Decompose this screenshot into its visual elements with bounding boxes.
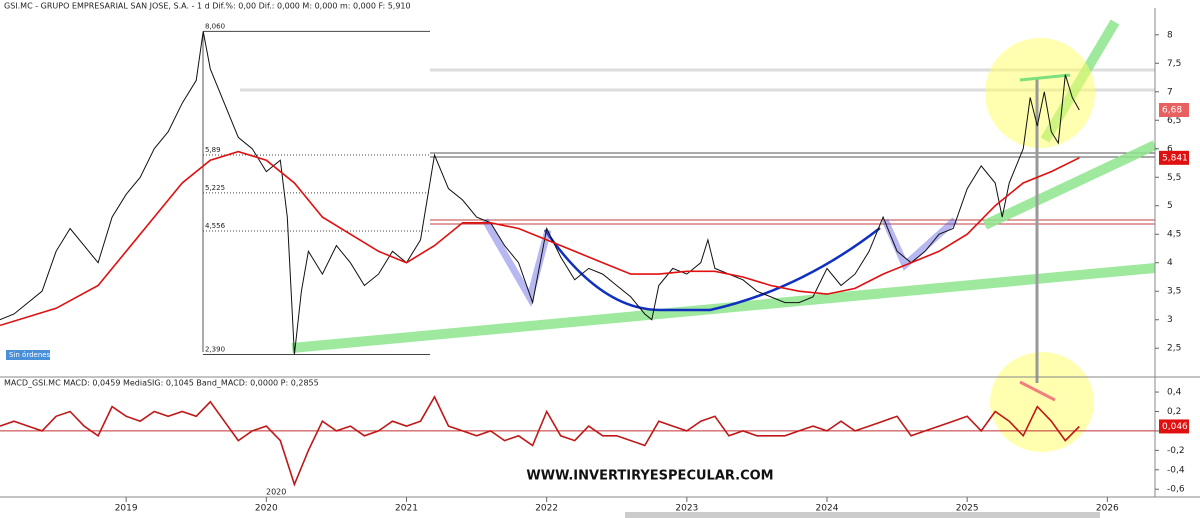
last-value-box	[1159, 150, 1189, 165]
x-tick-label: 2026	[1096, 504, 1119, 514]
y-tick-label: -0,2	[1167, 446, 1185, 456]
y-tick-label: 4,5	[1167, 230, 1181, 240]
arrow	[1019, 73, 1071, 82]
last-value-label: 0,046	[1162, 422, 1188, 432]
y-tick-label: 3	[1167, 315, 1173, 325]
y-tick-label: 7,5	[1167, 59, 1181, 69]
y-tick-label: 8	[1167, 30, 1173, 40]
y-tick-label: 4	[1167, 258, 1173, 268]
watermark: WWW.INVERTIRYESPECULAR.COM	[526, 469, 773, 484]
fib-label: 5,89	[205, 146, 221, 154]
y-tick-label: 0,4	[1167, 388, 1182, 398]
macd-header: MACD_GSI.MC MACD: 0,0459 MediaSIG: 0,104…	[4, 379, 319, 388]
x-tick-label: 2025	[956, 504, 979, 514]
x-tick-label: 2019	[115, 504, 138, 514]
y-tick-label: 5	[1167, 201, 1173, 211]
y-tick-label: 5,5	[1167, 173, 1181, 183]
series-line	[0, 31, 1080, 355]
last-value-box	[1159, 103, 1189, 118]
blue-curve	[543, 227, 881, 312]
y-tick-label: -0,6	[1167, 485, 1185, 495]
last-value-label: 5,841	[1162, 153, 1188, 163]
fib-label: 2,390	[205, 345, 225, 353]
price-header: GSI.MC - GRUPO EMPRESARIAL SAN JOSE, S.A…	[4, 2, 411, 11]
fib-label: 4,556	[205, 222, 226, 230]
y-tick-label: 6,5	[1167, 116, 1181, 126]
x-tick-label: 2020	[255, 504, 278, 514]
cursor-label: 2020	[266, 488, 286, 497]
arrow	[1019, 380, 1056, 402]
highlight	[985, 38, 1095, 148]
last-value-box	[1159, 419, 1189, 434]
last-value-label: 6,68	[1162, 106, 1182, 116]
fib-label: 8,060	[205, 22, 225, 30]
y-tick-label: 2,5	[1167, 344, 1181, 354]
x-tick-label: 2023	[675, 504, 698, 514]
x-tick-label: 2021	[395, 504, 418, 514]
y-tick-label: 3,5	[1167, 287, 1181, 297]
trend-line	[982, 140, 1158, 230]
series-line	[0, 150, 1080, 327]
scrollbar[interactable]	[625, 512, 1100, 518]
status: Sin órdenes	[9, 351, 51, 359]
x-tick-label: 2024	[816, 504, 839, 514]
y-tick-label: 0,2	[1167, 407, 1181, 417]
series-line	[0, 395, 1080, 487]
fib-label: 5,225	[205, 184, 225, 192]
status-box	[6, 350, 50, 360]
y-tick-label: -0,4	[1167, 465, 1185, 475]
y-tick-label: 7	[1167, 87, 1173, 97]
x-tick-label: 2022	[535, 504, 558, 514]
y-tick-label: 6	[1167, 144, 1173, 154]
highlight	[990, 352, 1094, 452]
